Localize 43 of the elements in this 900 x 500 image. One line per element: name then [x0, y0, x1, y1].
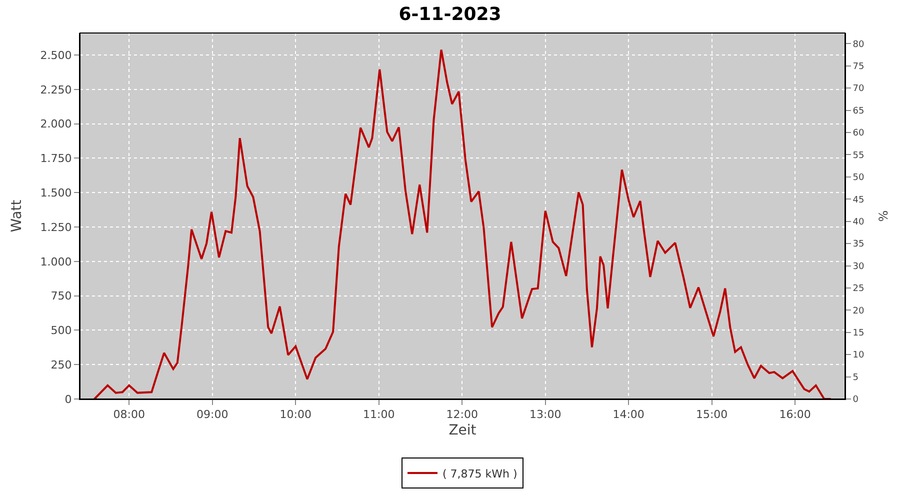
x-tick-label: 16:00 [779, 408, 811, 422]
x-tick-label: 13:00 [529, 408, 562, 422]
y-tick-label: 1.000 [40, 255, 72, 268]
y-tick-label: 0 [64, 392, 72, 406]
x-axis-title: Zeit [448, 422, 477, 438]
y-tick-label: 750 [50, 290, 72, 303]
line-series [93, 48, 832, 399]
y2-tick-label: 60 [852, 128, 865, 139]
x-tick-label: 11:00 [362, 408, 395, 422]
y2-tick-label: 70 [852, 84, 865, 94]
y2-tick-label: 10 [852, 350, 865, 361]
y2-tick-label: 75 [852, 62, 864, 72]
y-tick-label: 2.250 [40, 83, 72, 96]
y2-tick-label: 5 [852, 372, 859, 383]
y2-tick-label: 55 [852, 150, 864, 161]
y2-tick-label: 0 [852, 395, 859, 406]
y-tick-label: 500 [50, 324, 72, 338]
y2-tick-label: 35 [852, 240, 864, 250]
x-tick-label: 09:00 [196, 408, 228, 422]
y2-tick-label: 40 [852, 217, 865, 228]
y-tick-label: 2.000 [40, 118, 72, 131]
x-tick-label: 08:00 [113, 408, 145, 422]
y2-tick-label: 30 [852, 262, 865, 272]
x-tick-label: 15:00 [696, 408, 728, 422]
y-tick-label: 2.500 [40, 48, 72, 62]
x-tick-label: 14:00 [612, 408, 644, 422]
y-tick-label: 250 [50, 358, 72, 372]
x-tick-label: 10:00 [280, 408, 312, 422]
y-tick-label: 1.500 [40, 186, 72, 200]
chart-title: 6-11-2023 [398, 4, 502, 26]
x-tick-label: 12:00 [446, 408, 478, 422]
y-tick-label: 1.750 [40, 152, 72, 166]
y2-tick-label: 45 [852, 195, 864, 206]
y-axis-title: Watt [8, 199, 25, 232]
y2-tick-label: 65 [852, 106, 864, 116]
y2-tick-label: 25 [852, 284, 864, 294]
y2-tick-label: 15 [852, 328, 864, 339]
y2-axis-title: % [876, 210, 890, 222]
y2-tick-label: 50 [852, 173, 865, 184]
legend-label: ( 7,875 kWh ) [442, 467, 518, 480]
y2-tick-label: 20 [852, 306, 865, 316]
y2-tick-label: 80 [852, 40, 865, 50]
y-tick-label: 1.250 [40, 220, 72, 234]
